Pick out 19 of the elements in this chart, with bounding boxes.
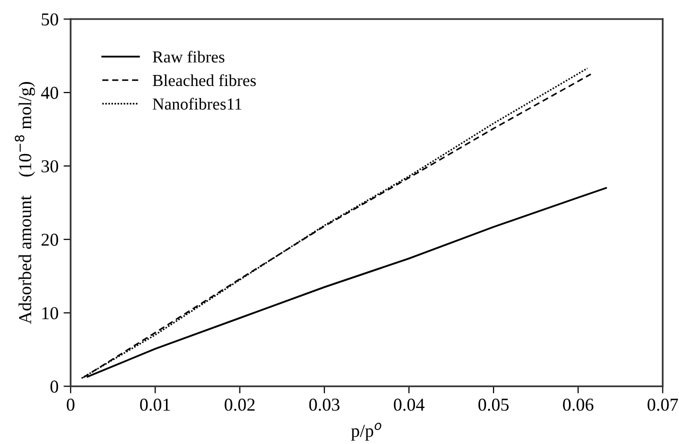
y-tick-label: 40 — [41, 86, 58, 99]
legend-label: Nanofibres11 — [152, 98, 242, 110]
x-tick-label: 0.03 — [309, 398, 340, 411]
y-tick-label: 30 — [42, 160, 58, 172]
x-tick-label: 0 — [66, 398, 74, 411]
legend-label: Bleached fibres — [152, 74, 256, 86]
y-tick-label: 10 — [42, 307, 58, 320]
y-tick-label: 20 — [42, 234, 58, 246]
x-tick-label: 0.05 — [478, 398, 509, 411]
x-tick-label: 0.04 — [394, 398, 424, 411]
x-tick-label: 0.06 — [563, 398, 594, 411]
x-tick-label: 0.02 — [224, 398, 255, 411]
x-axis-title: p/p$^{o}$ — [351, 422, 382, 441]
legend-label: Raw fibres — [152, 50, 224, 63]
y-tick-label: 50 — [42, 13, 58, 26]
x-tick-label: 0.07 — [648, 398, 678, 411]
x-tick-label: 0.01 — [140, 398, 170, 411]
y-tick-label: 0 — [50, 380, 58, 393]
y-axis-title: Adsorbed amount (10$^{−8}$ mol/g) — [14, 82, 35, 324]
